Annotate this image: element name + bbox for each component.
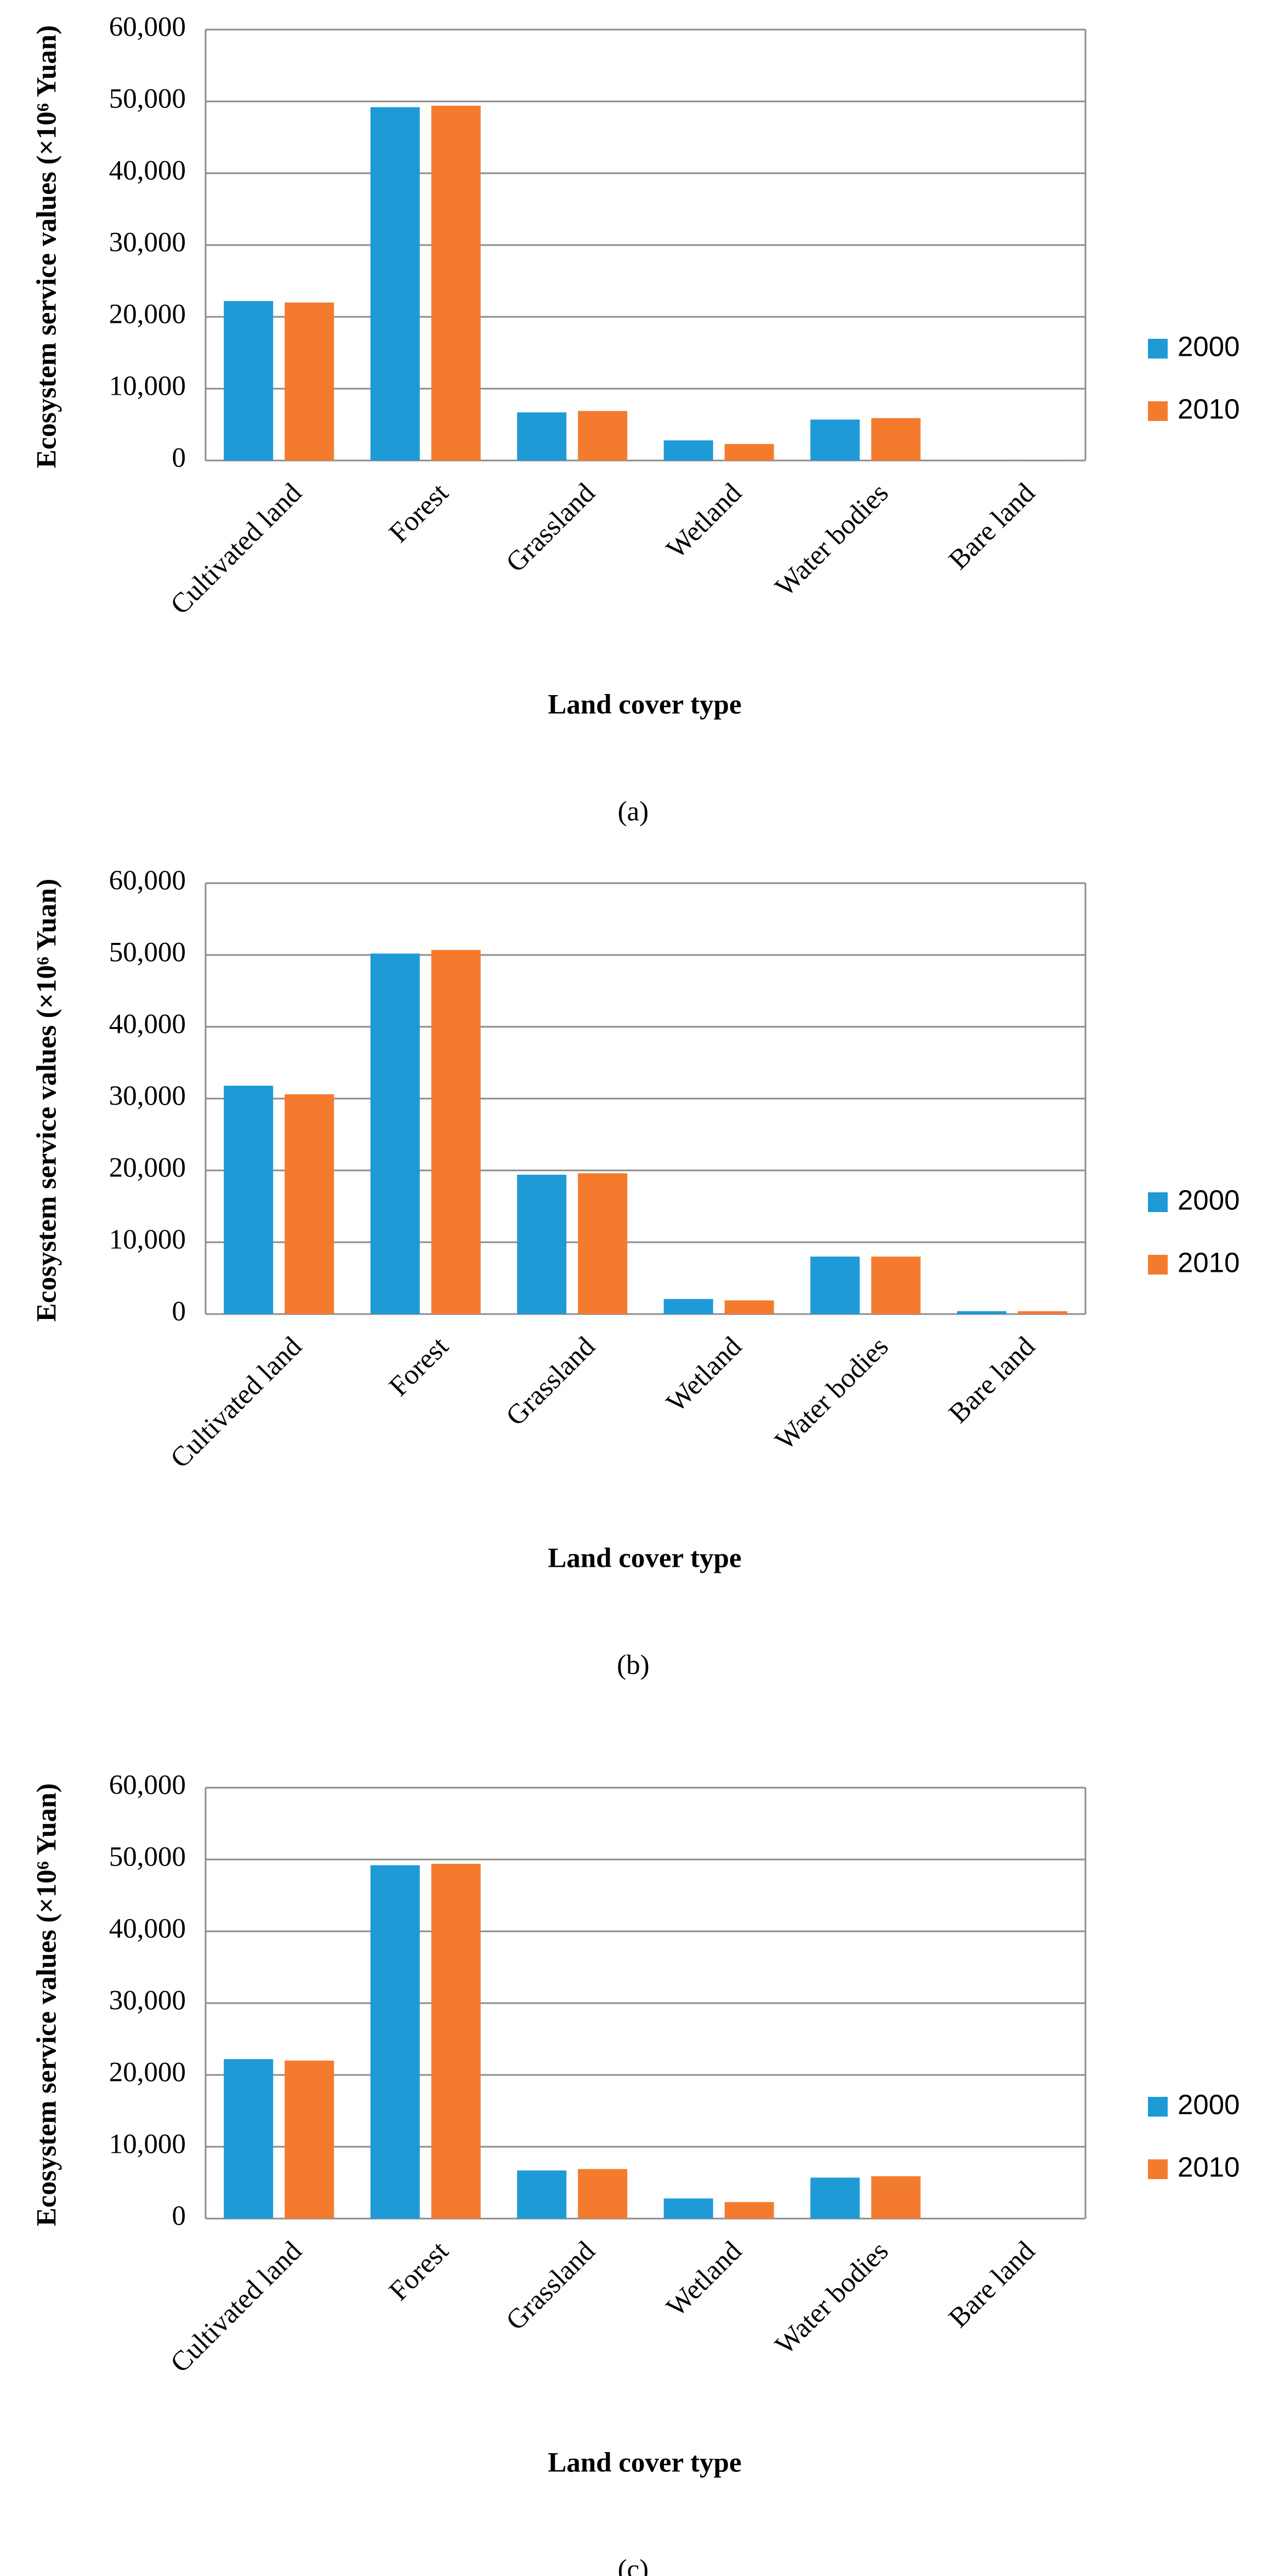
y-tick-label: 30,000	[109, 1081, 186, 1112]
bar	[724, 2202, 774, 2219]
legend-swatch	[1148, 401, 1168, 422]
bar	[285, 302, 334, 461]
y-tick-label: 20,000	[109, 299, 186, 330]
legend-label: 2000	[1178, 1184, 1239, 1215]
y-tick-label: 10,000	[109, 2129, 186, 2160]
bar	[810, 2177, 860, 2219]
x-axis-label: Land cover type	[548, 1543, 741, 1574]
legend-label: 2010	[1178, 1247, 1239, 1278]
legend-label: 2010	[1178, 2151, 1239, 2182]
bar	[517, 412, 567, 461]
y-tick-label: 0	[172, 2201, 186, 2232]
y-tick-label: 30,000	[109, 228, 186, 258]
caption: (b)	[617, 1650, 649, 1681]
bar	[517, 1174, 567, 1315]
legend-swatch	[1148, 2159, 1168, 2180]
bar	[517, 2170, 567, 2219]
y-tick-label: 50,000	[109, 937, 186, 968]
bar	[431, 105, 481, 461]
bar	[663, 440, 713, 461]
bar	[810, 1256, 860, 1315]
bar	[285, 2060, 334, 2219]
bar	[370, 107, 420, 461]
y-tick-label: 40,000	[109, 1914, 186, 1944]
legend-swatch	[1148, 339, 1168, 359]
y-tick-label: 50,000	[109, 84, 186, 115]
bar	[1017, 1311, 1067, 1315]
bar	[724, 1300, 774, 1315]
x-axis-label: Land cover type	[548, 2448, 741, 2478]
bar	[224, 2059, 274, 2219]
y-tick-label: 50,000	[109, 1842, 186, 1873]
bar	[224, 1085, 274, 1315]
bar	[663, 2198, 713, 2219]
bar	[578, 411, 628, 461]
bar	[224, 301, 274, 461]
y-tick-label: 0	[172, 1296, 186, 1327]
bar	[431, 949, 481, 1315]
bar	[871, 418, 921, 461]
y-axis-label: Ecosystem service values (×10⁶ Yuan)	[32, 879, 62, 1322]
y-tick-label: 30,000	[109, 1986, 186, 2016]
bar	[724, 443, 774, 461]
y-tick-label: 20,000	[109, 1153, 186, 1184]
bar	[370, 1865, 420, 2219]
bar	[370, 953, 420, 1315]
bar	[871, 1256, 921, 1315]
x-axis-label: Land cover type	[548, 690, 741, 720]
bar	[285, 1094, 334, 1315]
bar	[871, 2176, 921, 2219]
bar	[578, 2169, 628, 2219]
legend-swatch	[1148, 1255, 1168, 1275]
legend-swatch	[1148, 2097, 1168, 2117]
y-tick-label: 60,000	[109, 12, 186, 43]
y-tick-label: 60,000	[109, 866, 186, 896]
legend-label: 2000	[1178, 2089, 1239, 2120]
y-tick-label: 10,000	[109, 371, 186, 402]
caption: (a)	[618, 797, 649, 827]
caption: (c)	[618, 2555, 649, 2576]
y-tick-label: 20,000	[109, 2057, 186, 2088]
legend-label: 2000	[1178, 331, 1239, 362]
legend-label: 2010	[1178, 393, 1239, 424]
y-tick-label: 40,000	[109, 1009, 186, 1040]
bar	[431, 1863, 481, 2219]
bar	[957, 1311, 1007, 1315]
legend-swatch	[1148, 1192, 1168, 1213]
y-tick-label: 0	[172, 443, 186, 474]
y-axis-label: Ecosystem service values (×10⁶ Yuan)	[32, 25, 62, 468]
bar	[663, 1299, 713, 1315]
bar	[810, 419, 860, 461]
bar	[578, 1173, 628, 1315]
y-axis-label: Ecosystem service values (×10⁶ Yuan)	[32, 1783, 62, 2226]
y-tick-label: 40,000	[109, 156, 186, 186]
y-tick-label: 60,000	[109, 1770, 186, 1801]
y-tick-label: 10,000	[109, 1225, 186, 1255]
